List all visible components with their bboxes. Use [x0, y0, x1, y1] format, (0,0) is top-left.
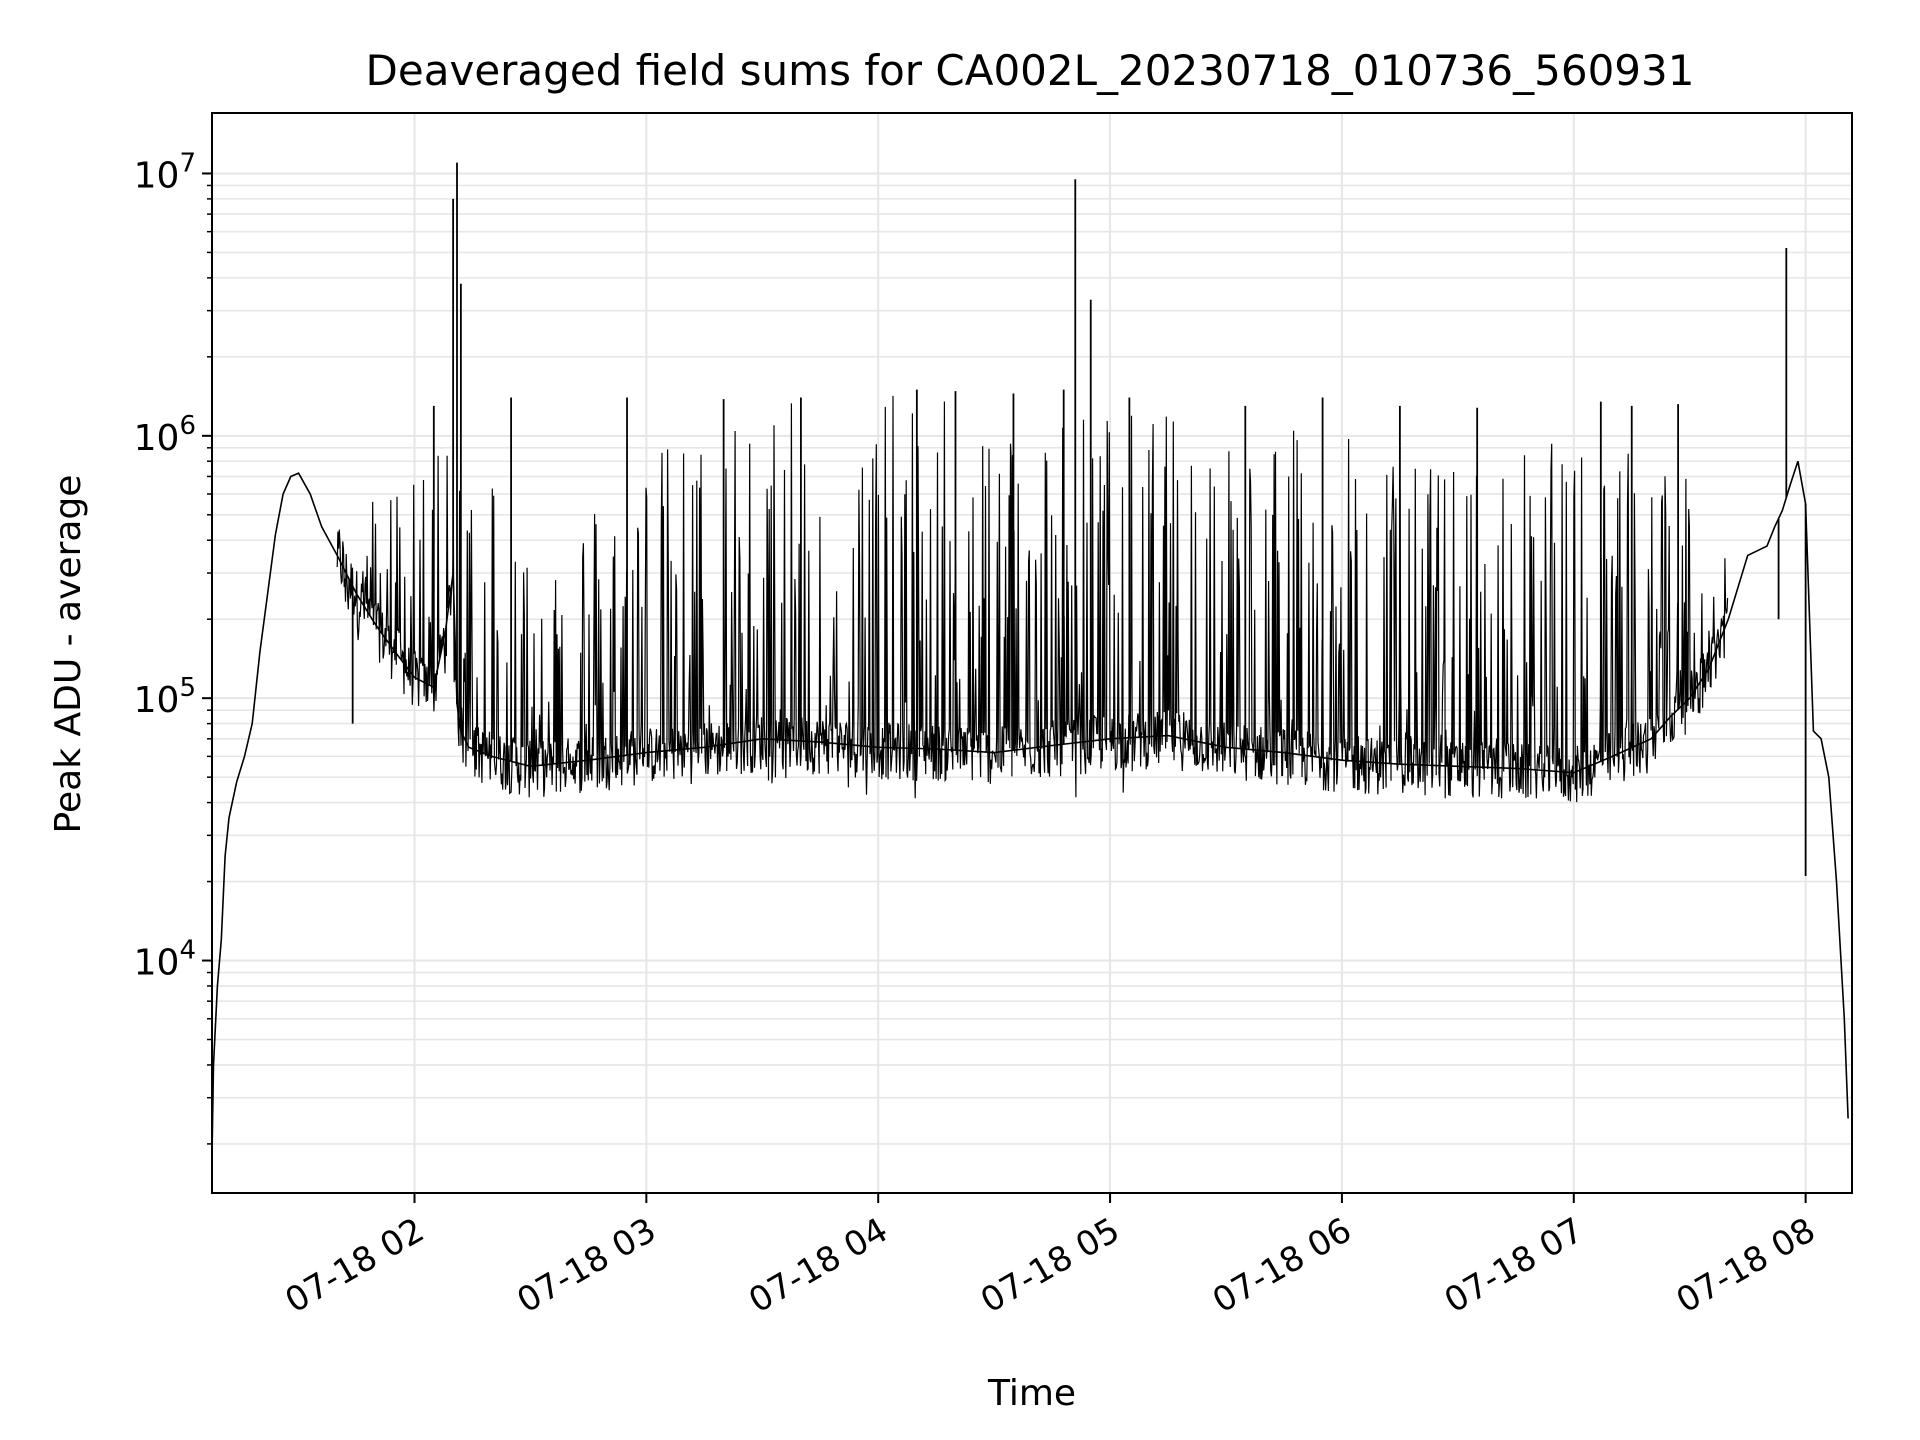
- x-axis-ticks: 07-18 02 07-18 03 07-18 04 07-18 05 07-18 06…: [279, 1193, 1822, 1321]
- x-tick-label: 07-18 03: [510, 1210, 662, 1321]
- x-tick-label: 07-18 06: [1206, 1210, 1358, 1321]
- series-oscillation: [336, 395, 1729, 803]
- envelope-layer: [336, 395, 1729, 803]
- x-tick-label: 07-18 08: [1670, 1210, 1822, 1321]
- y-tick-label: 107: [134, 148, 196, 196]
- x-tick-label: 07-18 07: [1438, 1210, 1590, 1321]
- series-layer: [212, 162, 1849, 1156]
- x-tick-label: 07-18 05: [974, 1210, 1126, 1321]
- plot-frame: [211, 112, 1853, 1194]
- y-tick-label: 105: [134, 673, 196, 721]
- series-line: [212, 460, 1849, 1156]
- x-axis-label: Time: [987, 1373, 1076, 1414]
- x-tick-label: 07-18 04: [742, 1210, 894, 1321]
- y-axis-ticks: 104 105 106 107: [134, 148, 212, 1145]
- y-tick-label: 106: [134, 411, 196, 459]
- x-tick-label: 07-18 02: [279, 1210, 431, 1321]
- y-tick-label: 104: [134, 936, 196, 984]
- chart-title: Deaveraged field sums for CA002L_2023071…: [366, 46, 1695, 95]
- y-axis-label: Peak ADU - average: [48, 475, 89, 834]
- grid-layer: [212, 113, 1852, 1193]
